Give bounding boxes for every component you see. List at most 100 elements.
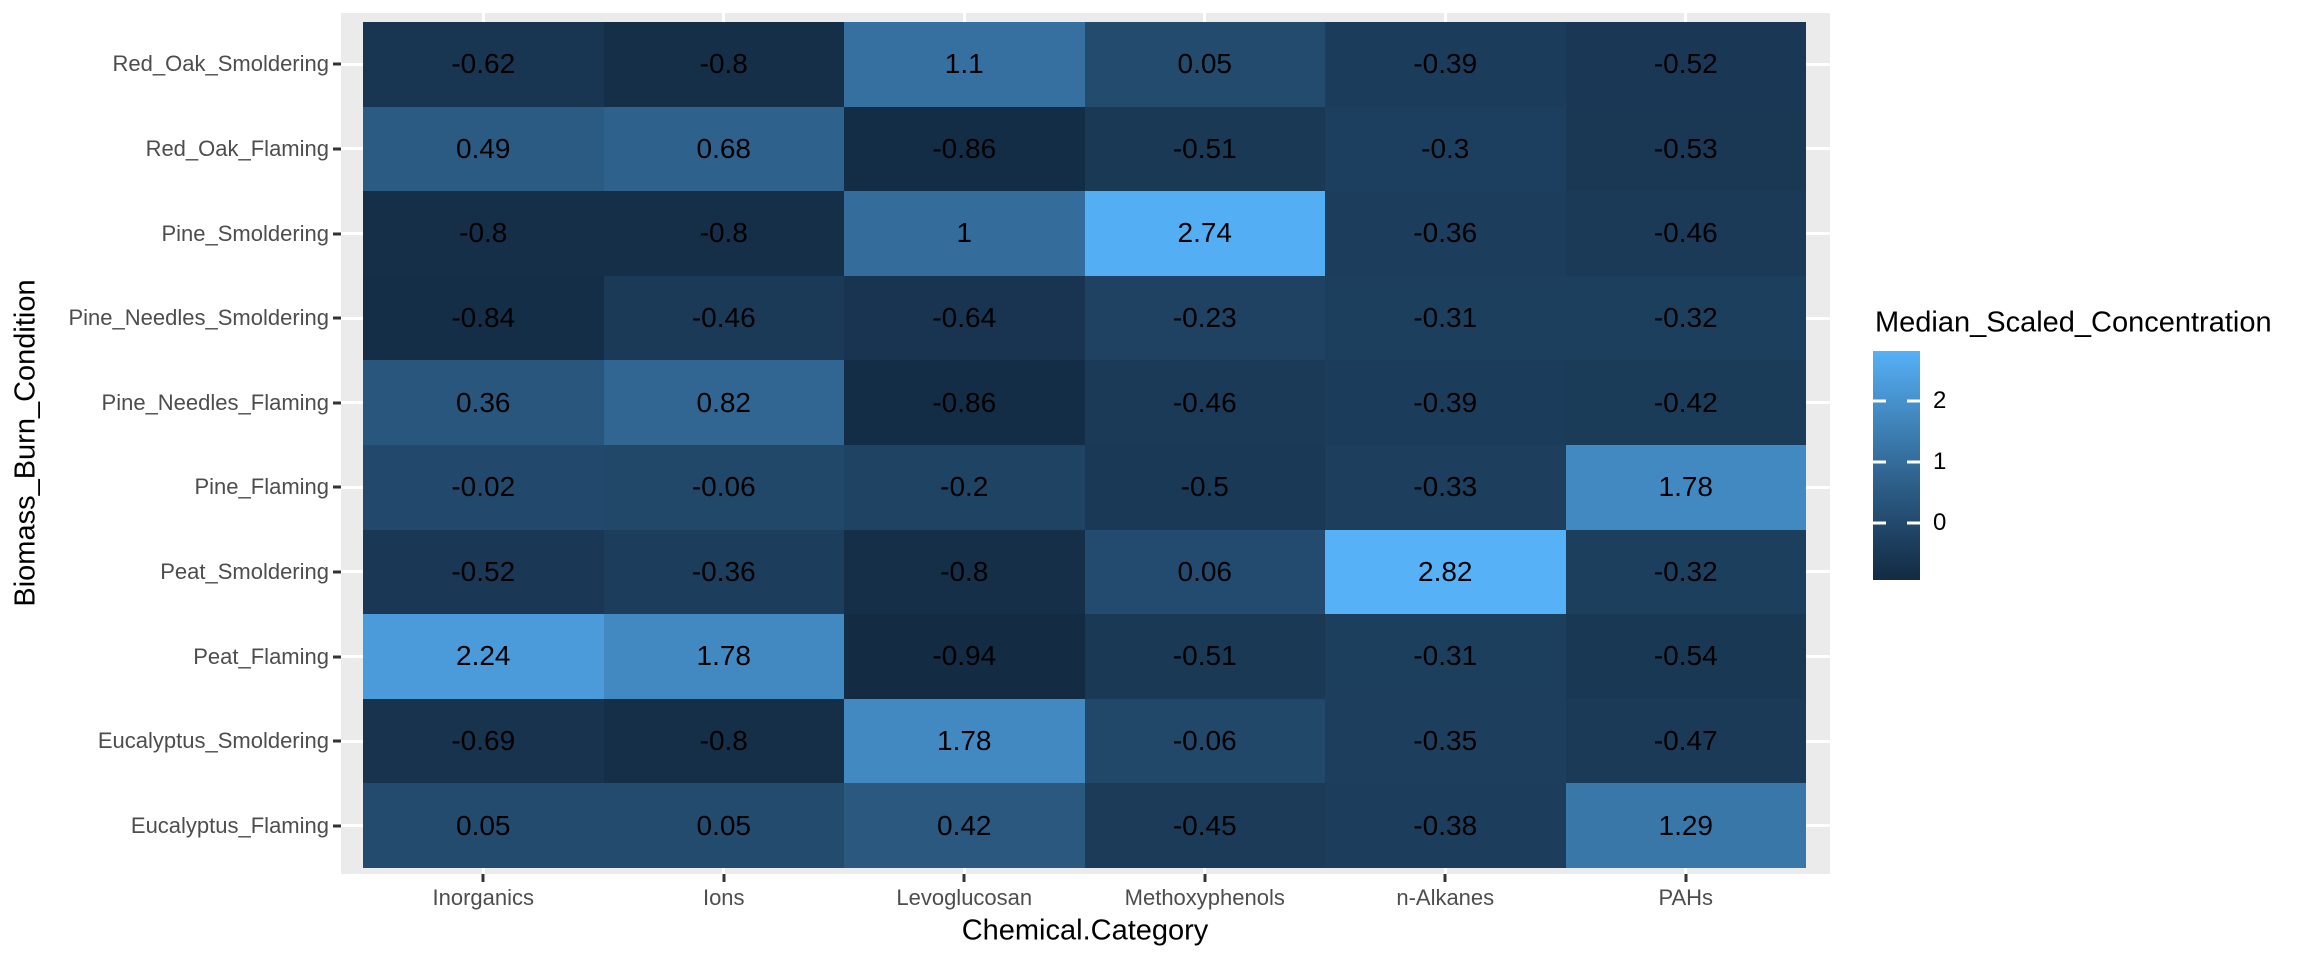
y-tick-mark: [333, 739, 341, 743]
heatmap-cell-Pine_Needles_Smoldering-Ions: -0.46: [603, 275, 844, 361]
x-tick-mark: [1684, 874, 1688, 882]
y-tick-mark: [333, 316, 341, 320]
heatmap-cell-Peat_Flaming-Inorganics: 2.24: [363, 614, 604, 699]
heatmap-cell-Eucalyptus_Smoldering-PAHs: -0.47: [1565, 698, 1806, 784]
heatmap-cell-Pine_Needles_Flaming-Methoxyphenols: -0.46: [1084, 360, 1325, 445]
y-axis-title: Biomass_Burn_Condition: [9, 279, 42, 607]
heatmap-cell-Red_Oak_Flaming-PAHs: -0.53: [1565, 106, 1806, 192]
heatmap-cell-Peat_Smoldering-n-Alkanes: 2.82: [1325, 529, 1566, 615]
y-tick-mark: [333, 485, 341, 489]
heatmap-cell-Eucalyptus_Smoldering-Inorganics: -0.69: [363, 698, 604, 784]
legend-tick-mark: [1907, 460, 1920, 464]
y-tick-mark: [333, 655, 341, 658]
y-tick-label-Eucalyptus_Flaming: Eucalyptus_Flaming: [130, 812, 329, 838]
heatmap-cell-Eucalyptus_Flaming-PAHs: 1.29: [1565, 783, 1806, 868]
heatmap-cell-Pine_Smoldering-n-Alkanes: -0.36: [1325, 191, 1566, 276]
legend-tick-mark: [1907, 521, 1920, 525]
heatmap-cell-Pine_Flaming-Levoglucosan: -0.2: [844, 444, 1085, 530]
legend-tick-label-0: 0: [1933, 508, 1947, 536]
heatmap-cell-Pine_Needles_Smoldering-n-Alkanes: -0.31: [1325, 275, 1566, 361]
heatmap-cell-Red_Oak_Flaming-Ions: 0.68: [603, 106, 844, 192]
heatmap-cell-Pine_Flaming-Ions: -0.06: [603, 444, 844, 530]
legend-colorbar: [1873, 351, 1920, 580]
heatmap-cell-Pine_Smoldering-Methoxyphenols: 2.74: [1084, 191, 1325, 276]
legend-tick-label-2: 2: [1933, 386, 1947, 414]
heatmap-cell-Red_Oak_Flaming-Methoxyphenols: -0.51: [1084, 106, 1325, 192]
x-tick-mark: [722, 874, 726, 882]
heatmap-cell-Pine_Flaming-Inorganics: -0.02: [363, 444, 604, 530]
heatmap-cell-Pine_Needles_Smoldering-Methoxyphenols: -0.23: [1084, 275, 1325, 361]
heatmap-cell-Red_Oak_Smoldering-Inorganics: -0.62: [363, 22, 604, 107]
heatmap-cell-Red_Oak_Flaming-Inorganics: 0.49: [363, 106, 604, 192]
x-tick-label-PAHs: PAHs: [1658, 885, 1714, 910]
y-tick-mark: [333, 824, 341, 828]
heatmap-cell-Eucalyptus_Flaming-Inorganics: 0.05: [363, 783, 604, 868]
heatmap-cell-Peat_Flaming-Levoglucosan: -0.94: [844, 614, 1085, 699]
heatmap-tiles: -0.62 -0.8 1.1 0.05 -0.39 -0.52 0.49 0.68 -0.86-…: [363, 22, 1806, 868]
heatmap-cell-Pine_Smoldering-PAHs: -0.46: [1565, 191, 1806, 276]
x-tick-label-Levoglucosan: Levoglucosan: [896, 885, 1033, 910]
heatmap-cell-Eucalyptus_Smoldering-Methoxyphenols: -0.06: [1084, 698, 1325, 784]
heatmap-cell-Pine_Needles_Smoldering-PAHs: -0.32: [1565, 275, 1806, 361]
heatmap-cell-Peat_Smoldering-Methoxyphenols: 0.06: [1084, 529, 1325, 615]
heatmap-cell-Eucalyptus_Flaming-Ions: 0.05: [603, 783, 844, 868]
y-tick-mark: [333, 232, 341, 235]
heatmap-cell-Red_Oak_Smoldering-n-Alkanes: -0.39: [1325, 22, 1566, 107]
heatmap-cell-Peat_Smoldering-Levoglucosan: -0.8: [844, 529, 1085, 615]
heatmap-cell-Pine_Smoldering-Ions: -0.8: [603, 191, 844, 276]
y-tick-label-Peat_Smoldering: Peat_Smoldering: [160, 558, 329, 584]
heatmap-cell-Red_Oak_Smoldering-PAHs: -0.52: [1565, 22, 1806, 107]
heatmap-cell-Eucalyptus_Smoldering-Ions: -0.8: [603, 698, 844, 784]
x-tick-mark: [481, 874, 485, 882]
heatmap-cell-Pine_Needles_Flaming-Levoglucosan: -0.86: [844, 360, 1085, 445]
y-tick-mark: [333, 401, 341, 405]
x-tick-mark: [1443, 874, 1447, 882]
heatmap-cell-Peat_Smoldering-Ions: -0.36: [603, 529, 844, 615]
heatmap-cell-Pine_Needles_Smoldering-Levoglucosan: -0.64: [844, 275, 1085, 361]
plot-panel: -0.62 -0.8 1.1 0.05 -0.39 -0.52 0.49 0.68 -0.86-…: [341, 13, 1830, 874]
y-tick-label-Pine_Smoldering: Pine_Smoldering: [161, 220, 329, 246]
heatmap-cell-Red_Oak_Smoldering-Levoglucosan: 1.1: [844, 22, 1085, 107]
y-tick-label-Peat_Flaming: Peat_Flaming: [193, 643, 329, 669]
heatmap-cell-Eucalyptus_Smoldering-Levoglucosan: 1.78: [844, 698, 1085, 784]
legend-tick-mark: [1873, 521, 1886, 525]
heatmap-cell-Eucalyptus_Flaming-n-Alkanes: -0.38: [1325, 783, 1566, 868]
heatmap-cell-Red_Oak_Flaming-n-Alkanes: -0.3: [1325, 106, 1566, 192]
heatmap-cell-Pine_Needles_Smoldering-Inorganics: -0.84: [363, 275, 604, 361]
heatmap-cell-Red_Oak_Smoldering-Ions: -0.8: [603, 22, 844, 107]
heatmap-cell-Peat_Smoldering-Inorganics: -0.52: [363, 529, 604, 615]
y-tick-mark: [333, 147, 341, 151]
y-tick-label-Pine_Flaming: Pine_Flaming: [194, 474, 329, 500]
y-tick-label-Red_Oak_Flaming: Red_Oak_Flaming: [145, 135, 329, 161]
heatmap-cell-Pine_Needles_Flaming-Ions: 0.82: [603, 360, 844, 445]
x-tick-label-Ions: Ions: [702, 885, 745, 910]
x-tick-label-Inorganics: Inorganics: [432, 885, 535, 910]
heatmap-cell-Peat_Flaming-Ions: 1.78: [603, 614, 844, 699]
heatmap-cell-Peat_Flaming-Methoxyphenols: -0.51: [1084, 614, 1325, 699]
heatmap-cell-Peat_Smoldering-PAHs: -0.32: [1565, 529, 1806, 615]
x-axis-title: Chemical.Category: [961, 914, 1209, 947]
legend-tick-mark: [1907, 399, 1920, 403]
x-tick-label-Methoxyphenols: Methoxyphenols: [1124, 885, 1285, 910]
heatmap-cell-Pine_Smoldering-Levoglucosan: 1: [844, 191, 1085, 276]
legend-tick-mark: [1873, 399, 1886, 403]
heatmap-cell-Pine_Smoldering-Inorganics: -0.8: [363, 191, 604, 276]
x-tick-mark: [1203, 874, 1207, 882]
heatmap-cell-Peat_Flaming-PAHs: -0.54: [1565, 614, 1806, 699]
heatmap-cell-Pine_Flaming-PAHs: 1.78: [1565, 444, 1806, 530]
heatmap-cell-Pine_Flaming-Methoxyphenols: -0.5: [1084, 444, 1325, 530]
y-tick-mark: [333, 62, 341, 66]
y-tick-label-Eucalyptus_Smoldering: Eucalyptus_Smoldering: [97, 728, 329, 754]
heatmap-cell-Pine_Needles_Flaming-n-Alkanes: -0.39: [1325, 360, 1566, 445]
y-tick-label-Red_Oak_Smoldering: Red_Oak_Smoldering: [112, 51, 329, 77]
heatmap-cell-Red_Oak_Smoldering-Methoxyphenols: 0.05: [1084, 22, 1325, 107]
x-tick-label-n-Alkanes: n-Alkanes: [1396, 885, 1495, 910]
heatmap-cell-Red_Oak_Flaming-Levoglucosan: -0.86: [844, 106, 1085, 192]
y-tick-label-Pine_Needles_Smoldering: Pine_Needles_Smoldering: [68, 305, 330, 331]
legend-title: Median_Scaled_Concentration: [1875, 306, 2272, 339]
heatmap-cell-Peat_Flaming-n-Alkanes: -0.31: [1325, 614, 1566, 699]
heatmap-cell-Eucalyptus_Flaming-Levoglucosan: 0.42: [844, 783, 1085, 868]
heatmap-cell-Pine_Needles_Flaming-Inorganics: 0.36: [363, 360, 604, 445]
heatmap-cell-Eucalyptus_Flaming-Methoxyphenols: -0.45: [1084, 783, 1325, 868]
